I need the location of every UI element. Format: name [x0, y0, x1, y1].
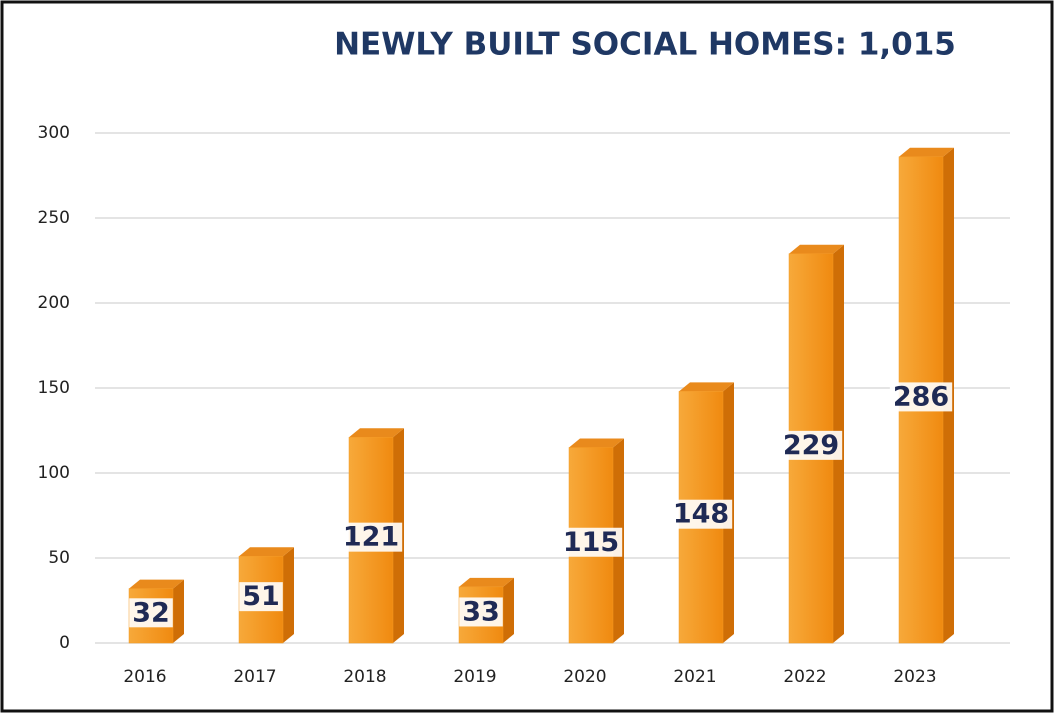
y-tick-label: 50	[48, 548, 70, 568]
x-tick-label: 2023	[893, 667, 936, 687]
value-label: 121	[343, 522, 399, 553]
bar-top	[459, 577, 514, 587]
value-label-box	[129, 598, 173, 628]
bar-top	[569, 438, 624, 448]
value-label: 32	[132, 597, 170, 628]
x-tick-label: 2021	[673, 667, 716, 687]
bar-top	[239, 547, 294, 557]
x-tick-label: 2016	[123, 667, 166, 687]
chart-title: NEWLY BUILT SOCIAL HOMES: 1,015	[334, 27, 956, 63]
y-tick-label: 250	[38, 208, 70, 228]
value-label-box	[559, 527, 623, 557]
value-label-box	[339, 522, 403, 552]
value-label: 229	[783, 430, 839, 461]
bar-side	[503, 577, 514, 643]
x-tick-label: 2019	[453, 667, 496, 687]
value-label-box	[669, 499, 733, 529]
value-label: 286	[893, 381, 949, 412]
value-label-box	[779, 430, 843, 460]
bar-top	[349, 428, 404, 438]
value-label-box	[889, 382, 953, 412]
bar-top	[679, 382, 734, 392]
value-label-box	[239, 582, 283, 612]
bar-side	[173, 579, 184, 643]
x-tick-label: 2020	[563, 667, 606, 687]
value-label: 115	[563, 527, 619, 558]
value-label-box	[459, 597, 503, 627]
bar-top	[789, 244, 844, 254]
x-tick-label: 2022	[783, 667, 826, 687]
bar-side	[283, 547, 294, 643]
value-label: 33	[462, 596, 500, 627]
y-tick-label: 150	[38, 378, 70, 398]
value-label: 148	[673, 499, 729, 530]
y-tick-label: 300	[38, 123, 70, 143]
y-tick-label: 100	[38, 463, 70, 483]
bar-top	[899, 147, 954, 157]
bar-top	[129, 579, 184, 589]
y-tick-label: 0	[59, 633, 70, 653]
x-tick-label: 2018	[343, 667, 386, 687]
x-tick-label: 2017	[233, 667, 276, 687]
value-label: 51	[242, 581, 280, 612]
y-tick-label: 200	[38, 293, 70, 313]
